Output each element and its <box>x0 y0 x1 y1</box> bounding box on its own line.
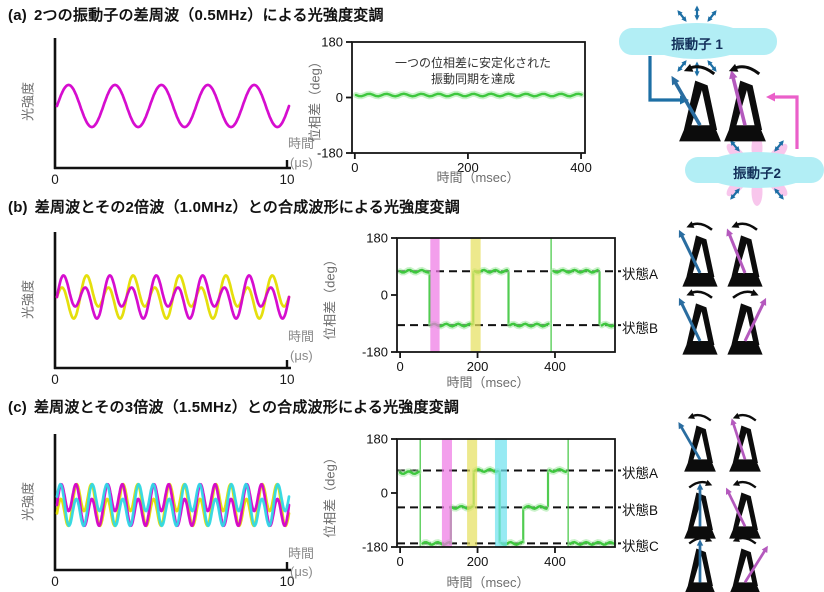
panel-a-title: (a) 2つの振動子の差周波（0.5MHz）による光強度変調 <box>8 4 384 25</box>
xtick-10-b: 10 <box>279 372 295 387</box>
time-unit-l2-a: (μs) <box>290 155 313 170</box>
intensity-ylabel-a: 光強度 <box>20 82 36 122</box>
state-c-label-c: 状態C <box>622 539 659 554</box>
panel-b-title: (b) 差周波とその2倍波（1.0MHz）との合成波形による光強度変調 <box>8 196 460 217</box>
intensity-ylabel-c: 光強度 <box>20 482 36 522</box>
xtick-0-a: 0 <box>51 172 59 187</box>
oscillator-diagram-a <box>619 5 824 206</box>
svg-text:0: 0 <box>351 160 358 175</box>
phase-ylabel-b: 位相差（deg） <box>322 253 338 340</box>
phase-difference-chart-a: 180 0 -180 0 200 400 <box>317 35 592 176</box>
phase-difference-chart-b: 180 0 -180 0 200 400 <box>362 231 621 374</box>
panel-c-prefix: (c) <box>8 399 27 416</box>
svg-text:180: 180 <box>321 35 343 50</box>
time-unit-l1-a: 時間 <box>288 136 315 151</box>
phase-ylabel-c: 位相差（deg） <box>322 451 338 538</box>
svg-text:400: 400 <box>570 160 592 175</box>
svg-text:200: 200 <box>467 554 489 569</box>
panel-b-title-text: 差周波とその2倍波（1.0MHz）との合成波形による光強度変調 <box>34 199 460 216</box>
svg-text:-180: -180 <box>362 345 388 360</box>
state-a-label-b: 状態A <box>622 267 659 282</box>
svg-text:400: 400 <box>544 359 566 374</box>
xtick-10-c: 10 <box>279 574 295 589</box>
intensity-waveform-chart-b <box>53 232 291 370</box>
panel-a-prefix: (a) <box>8 7 27 24</box>
svg-text:0: 0 <box>336 90 343 105</box>
phase-xlabel-c: 時間（msec） <box>446 575 530 590</box>
svg-text:200: 200 <box>457 160 479 175</box>
state-b-label-c: 状態B <box>622 503 659 518</box>
svg-text:0: 0 <box>381 288 388 303</box>
panel-c-title: (c) 差周波とその3倍波（1.5MHz）との合成波形による光強度変調 <box>8 396 459 417</box>
svg-text:-180: -180 <box>317 146 343 161</box>
svg-text:0: 0 <box>396 359 403 374</box>
phase-xlabel-a: 時間（msec） <box>436 170 520 185</box>
state-b-label-b: 状態B <box>622 321 659 336</box>
phase-difference-chart-c: 180 0 -180 0 200 400 <box>362 432 621 569</box>
phase-ylabel-a: 位相差（deg） <box>307 55 323 142</box>
intensity-ylabel-b: 光強度 <box>20 280 36 320</box>
xtick-10-a: 10 <box>279 172 295 187</box>
metronome-states-diagram-c <box>678 412 768 592</box>
intensity-waveform-chart-c <box>53 434 291 572</box>
time-unit-l2-b: (μs) <box>290 348 313 363</box>
panel-a-title-text: 2つの振動子の差周波（0.5MHz）による光強度変調 <box>33 7 384 24</box>
panel-c-title-text: 差周波とその3倍波（1.5MHz）との合成波形による光強度変調 <box>33 399 460 416</box>
oscillator2-label: 振動子2 <box>732 166 781 181</box>
metronome-states-diagram-b <box>678 221 767 355</box>
xtick-0-c: 0 <box>51 574 59 589</box>
svg-text:-180: -180 <box>362 540 388 555</box>
svg-text:400: 400 <box>544 554 566 569</box>
state-a-label-c: 状態A <box>622 466 659 481</box>
svg-text:180: 180 <box>366 231 388 246</box>
annotation-line2: 振動同期を達成 <box>430 72 515 86</box>
svg-text:200: 200 <box>467 359 489 374</box>
panel-b-prefix: (b) <box>8 199 28 216</box>
annotation-line1: 一つの位相差に安定化された <box>394 56 551 70</box>
time-unit-l2-c: (μs) <box>290 564 313 579</box>
oscillator1-label: 振動子 1 <box>671 37 723 52</box>
time-unit-l1-b: 時間 <box>288 329 315 344</box>
intensity-waveform-chart-a <box>53 38 291 170</box>
xtick-0-b: 0 <box>51 372 59 387</box>
svg-text:0: 0 <box>381 486 388 501</box>
phase-xlabel-b: 時間（msec） <box>446 375 530 390</box>
svg-text:0: 0 <box>396 554 403 569</box>
svg-text:180: 180 <box>366 432 388 447</box>
time-unit-l1-c: 時間 <box>288 546 315 561</box>
